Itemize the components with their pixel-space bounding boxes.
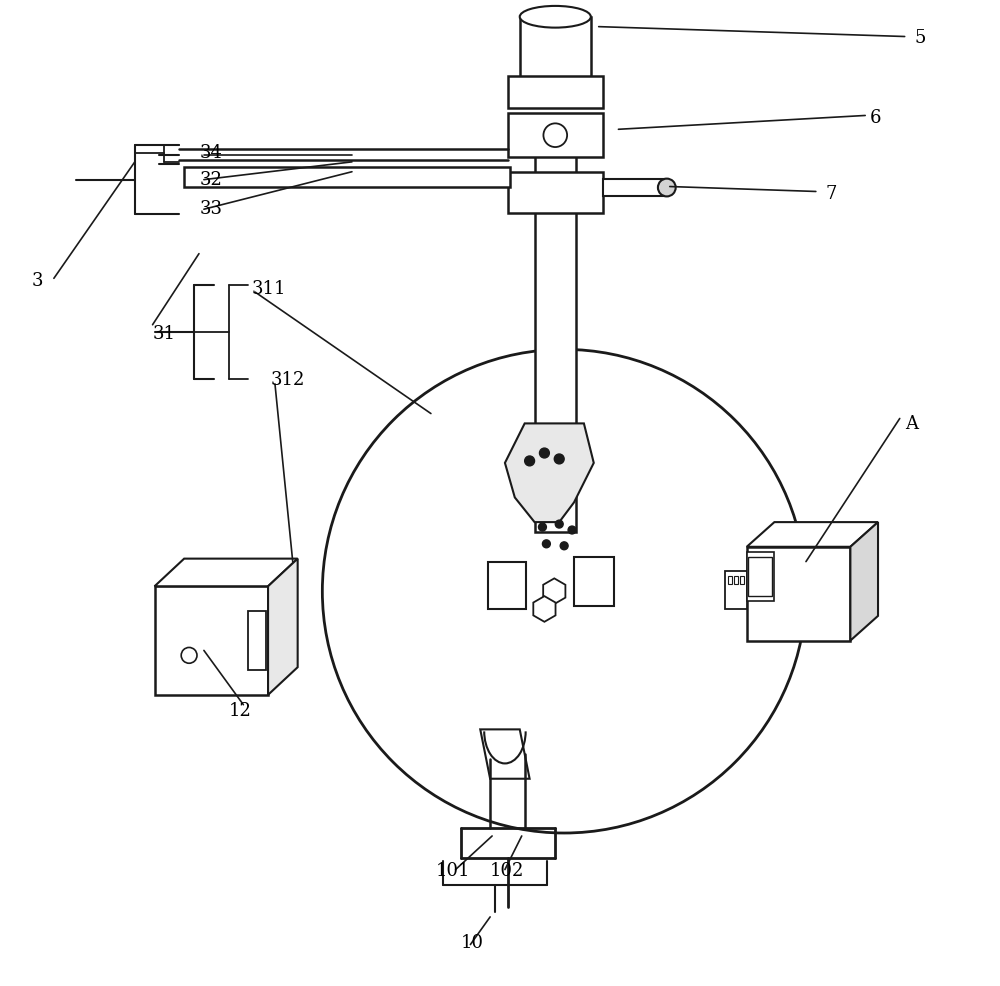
Bar xyxy=(155,587,268,695)
Circle shape xyxy=(525,457,535,466)
Text: 10: 10 xyxy=(461,933,484,951)
Polygon shape xyxy=(850,523,878,641)
Bar xyxy=(184,168,510,187)
Bar xyxy=(574,557,614,606)
Text: 32: 32 xyxy=(200,171,223,188)
Circle shape xyxy=(538,524,546,531)
Polygon shape xyxy=(505,424,594,523)
Polygon shape xyxy=(747,523,878,547)
Text: 33: 33 xyxy=(200,200,223,218)
Text: 12: 12 xyxy=(229,701,251,719)
Bar xyxy=(603,179,667,197)
Polygon shape xyxy=(748,557,772,597)
Text: 34: 34 xyxy=(200,144,223,162)
Bar xyxy=(747,547,850,641)
Polygon shape xyxy=(480,730,530,779)
Circle shape xyxy=(181,648,197,664)
Bar xyxy=(508,77,603,108)
Text: 311: 311 xyxy=(251,280,286,298)
Bar xyxy=(728,577,732,585)
Bar xyxy=(747,552,774,601)
Text: 7: 7 xyxy=(826,185,837,203)
Text: 3: 3 xyxy=(31,272,43,290)
Polygon shape xyxy=(268,559,298,695)
Bar xyxy=(740,577,744,585)
Text: A: A xyxy=(905,415,918,433)
Circle shape xyxy=(539,449,549,458)
Circle shape xyxy=(542,540,550,548)
Text: 5: 5 xyxy=(915,29,926,46)
Circle shape xyxy=(568,527,576,534)
Circle shape xyxy=(543,124,567,148)
Bar xyxy=(734,577,738,585)
Text: 102: 102 xyxy=(490,861,525,879)
Text: 6: 6 xyxy=(870,109,882,127)
Circle shape xyxy=(554,455,564,464)
Bar xyxy=(535,118,576,532)
Text: 312: 312 xyxy=(271,371,305,388)
Bar xyxy=(725,572,747,609)
Bar xyxy=(508,173,603,214)
Text: 101: 101 xyxy=(436,861,470,879)
Circle shape xyxy=(322,350,806,833)
Text: 31: 31 xyxy=(153,324,176,342)
Bar xyxy=(488,562,526,609)
Bar xyxy=(520,18,591,79)
Bar xyxy=(508,113,603,158)
Bar xyxy=(248,611,266,670)
Circle shape xyxy=(560,542,568,550)
Polygon shape xyxy=(155,559,298,587)
Ellipse shape xyxy=(520,7,591,29)
Circle shape xyxy=(555,521,563,528)
Ellipse shape xyxy=(658,179,676,197)
